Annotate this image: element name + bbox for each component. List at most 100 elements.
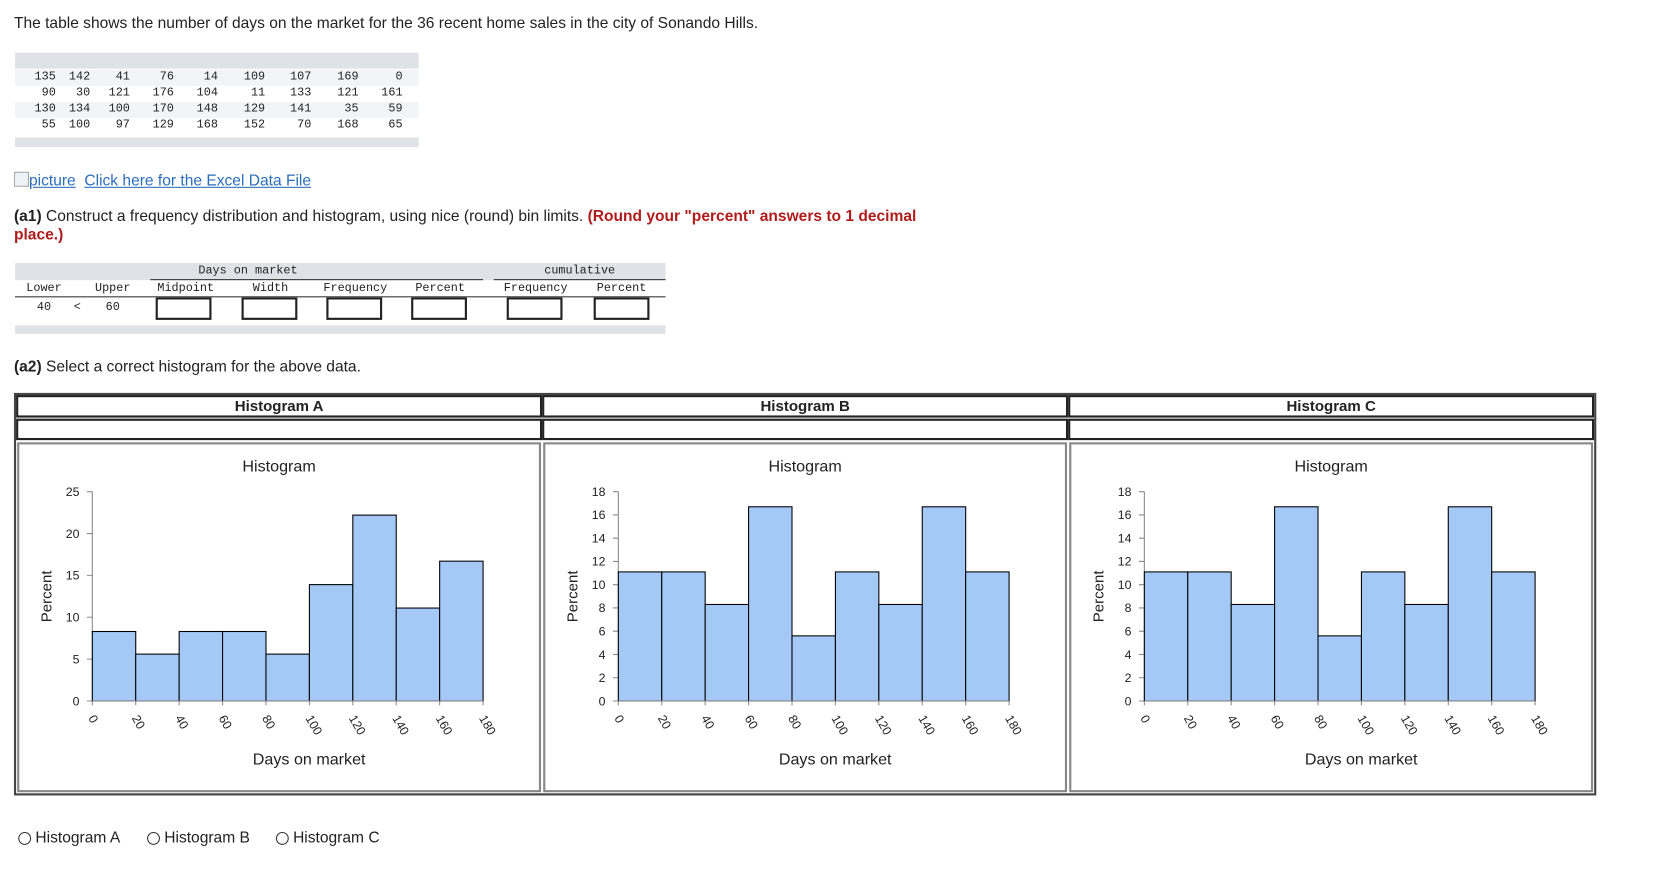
answer-input[interactable]	[506, 297, 563, 320]
broken-image-icon	[13, 171, 29, 187]
x-tick-label: 0	[611, 713, 627, 726]
bar	[352, 514, 397, 702]
chart-cell: Histogram Percent Days on market 0 2 4 6 8 10 12 1…	[1069, 442, 1594, 793]
bar	[91, 630, 137, 702]
y-tick-label: 10	[66, 611, 80, 625]
bar	[222, 630, 267, 702]
table-cell: 129	[152, 119, 174, 133]
x-tick-label: 60	[742, 713, 761, 732]
x-tick-label: 80	[259, 713, 278, 732]
y-tick-label: 14	[592, 531, 606, 545]
group-header: Days on market	[198, 265, 298, 279]
table-band	[15, 263, 666, 281]
y-axis-label: Percent	[1091, 570, 1108, 623]
y-tick-label: 18	[1118, 485, 1132, 499]
x-tick-label: 20	[655, 713, 674, 732]
y-tick-label: 4	[599, 648, 606, 662]
table-cell: 168	[196, 119, 218, 133]
x-tick-label: 100	[303, 713, 325, 738]
table-cell: 35	[344, 103, 359, 116]
intro: The table shows the number of days on th…	[13, 15, 759, 33]
table-cell: 134	[68, 103, 91, 116]
table-row-stripe	[15, 101, 419, 119]
answer-input[interactable]	[241, 297, 298, 320]
radio-button[interactable]	[147, 831, 160, 845]
table-cell: 0	[395, 70, 403, 84]
bar	[308, 584, 354, 702]
table-cell: 133	[290, 86, 312, 100]
y-tick-label: 6	[599, 625, 606, 639]
bar	[1491, 571, 1536, 702]
x-tick-label: 140	[389, 713, 411, 738]
link-alt[interactable]: picture	[28, 172, 76, 191]
answer-input[interactable]	[411, 297, 467, 320]
bar	[395, 607, 441, 702]
x-tick-label: 160	[959, 713, 981, 738]
bar	[178, 630, 224, 702]
question-label: (a1)	[13, 208, 42, 226]
table-band	[15, 325, 666, 334]
column-header: Upper	[94, 282, 131, 296]
frequency-table: Days on market cumulative Lower Upper Midpoi…	[15, 263, 666, 334]
y-tick-label: 20	[66, 527, 80, 541]
bar	[1317, 635, 1362, 702]
x-tick-label: 60	[1268, 713, 1287, 732]
table-cell: 121	[108, 86, 130, 100]
radio-button[interactable]	[18, 831, 32, 845]
column-header: Width	[252, 282, 289, 296]
y-tick-label: 12	[592, 555, 606, 569]
column-header: Percent	[596, 282, 647, 296]
table-row-stripe	[15, 69, 419, 86]
x-tick-label: 140	[915, 713, 937, 738]
table-cell: 130	[34, 103, 56, 116]
chart-title: Histogram	[768, 457, 841, 475]
table-cell: 129	[243, 103, 266, 116]
y-tick-label: 18	[592, 485, 606, 499]
x-tick-label: 180	[1528, 713, 1550, 738]
group-header: cumulative	[544, 265, 616, 279]
table-band	[15, 137, 419, 148]
question-text: Select a correct histogram for the above…	[45, 358, 361, 376]
bar	[439, 560, 484, 702]
y-tick-label: 2	[599, 671, 606, 685]
excel-link[interactable]: picture Click here for the Excel Data Fi…	[13, 171, 312, 191]
data-table: 135 142 41 76 14 109 107 169 0 90 30 121 176 104 11 133…	[15, 52, 419, 148]
column-header: Lower	[26, 282, 62, 296]
bar	[965, 571, 1010, 702]
link-text[interactable]: Click here for the Excel Data File	[84, 172, 312, 191]
radio-button[interactable]	[275, 831, 289, 845]
empty-cell	[16, 418, 543, 441]
y-tick-label: 0	[599, 694, 606, 708]
table-cell: 104	[196, 86, 218, 100]
answer-input[interactable]	[593, 297, 650, 320]
table-cell: 100	[68, 119, 91, 133]
x-tick-label: 20	[1181, 713, 1200, 732]
chart-cell: Histogram Percent Days on market 0 2 4 6 8 10 12 1…	[543, 442, 1068, 793]
table-cell: 90	[41, 86, 56, 100]
chart-title: Histogram	[242, 457, 315, 475]
x-tick-label: 100	[829, 713, 851, 738]
chart: Histogram Percent Days on market 0 2 4 6 8 10 12 1…	[565, 457, 1025, 768]
table-cell: 142	[68, 70, 91, 84]
answer-input[interactable]	[326, 297, 383, 320]
y-tick-label: 14	[1118, 531, 1132, 545]
table-cell: 70	[297, 119, 312, 133]
bar	[878, 603, 923, 702]
answer-input[interactable]	[155, 297, 212, 320]
table-cell: 121	[337, 86, 359, 100]
y-tick-label: 15	[66, 569, 80, 583]
row-cell: 60	[105, 301, 120, 315]
table-cell: 59	[388, 103, 403, 116]
chart-title: Histogram	[1294, 457, 1367, 475]
answer-options: Histogram A Histogram B Histogram C	[0, 827, 537, 855]
option-label[interactable]: Histogram B	[164, 829, 250, 847]
x-tick-label: 0	[85, 713, 101, 726]
x-tick-label: 60	[216, 713, 235, 732]
table-cell: 168	[337, 119, 359, 133]
question-a2: (a2) Select a correct histogram for the …	[14, 359, 361, 376]
chart: Histogram Percent Days on market 0 2 4 6 8 10 12 1…	[1091, 457, 1551, 768]
bar	[1187, 571, 1232, 702]
option-label[interactable]: Histogram C	[293, 829, 380, 847]
option-label[interactable]: Histogram A	[35, 829, 121, 847]
